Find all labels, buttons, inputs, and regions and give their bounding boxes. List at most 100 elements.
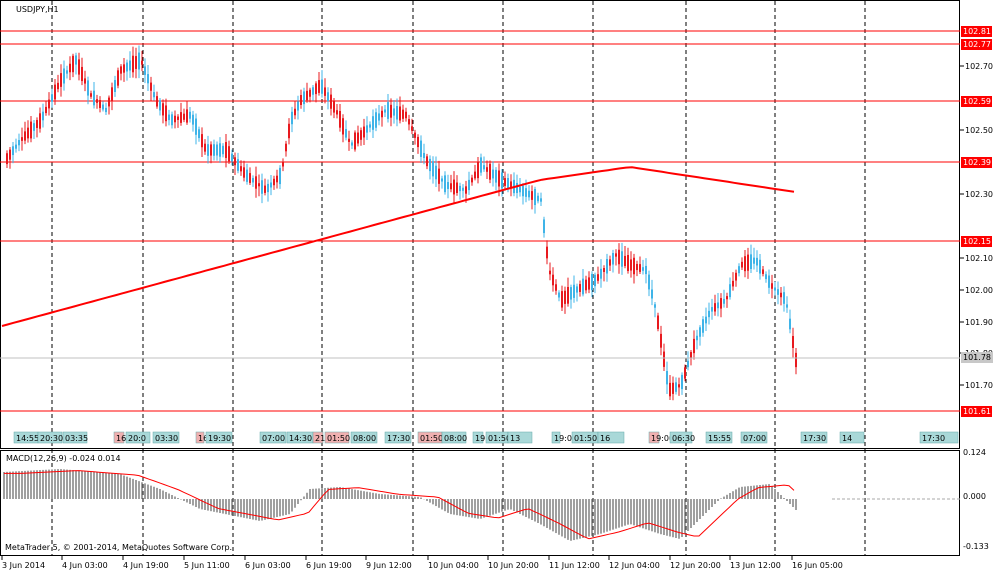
candle-body — [531, 191, 533, 200]
candle-body — [147, 74, 149, 84]
candle-body — [177, 116, 179, 120]
candle-body — [591, 273, 593, 291]
candle-body — [783, 292, 785, 304]
candle-body — [600, 268, 602, 279]
candle-body — [702, 319, 704, 333]
time-axis[interactable]: 3 Jun 2014 4 Jun 03:00 4 Jun 19:00 5 Jun 11… — [1, 556, 843, 570]
candle-body — [123, 64, 125, 73]
candle-body — [57, 82, 59, 90]
candle-body — [747, 254, 749, 271]
calendar-event[interactable]: 17:30 — [800, 431, 828, 444]
candle-body — [525, 188, 527, 197]
candle-body — [213, 144, 215, 156]
calendar-event[interactable]: 16 — [195, 431, 208, 444]
indicator-tick-label: 0.124 — [963, 448, 986, 457]
candle-body — [72, 55, 74, 73]
candle-body — [732, 280, 734, 287]
calendar-event[interactable]: 21 — [312, 431, 325, 444]
candle-body — [648, 274, 650, 290]
calendar-event[interactable]: 03:30 — [152, 431, 180, 444]
candle-body — [237, 159, 239, 171]
calendar-event[interactable]: 07:00 — [740, 431, 768, 444]
candle-body — [108, 97, 110, 107]
candle-body — [15, 144, 17, 149]
candle-body — [768, 275, 770, 288]
candle-body — [471, 177, 473, 183]
svg-text:16: 16 — [198, 434, 208, 443]
calendar-event[interactable]: 13 — [507, 431, 533, 444]
candle-body — [423, 152, 425, 159]
calendar-event[interactable]: 01:50 — [485, 431, 511, 444]
candle-body — [459, 185, 461, 192]
candle-body — [210, 144, 212, 156]
candle-body — [135, 56, 137, 69]
candle-body — [726, 296, 728, 300]
calendar-event[interactable]: 14:55 — [13, 431, 39, 444]
calendar-event[interactable]: 16 — [113, 431, 126, 444]
svg-text:19:00: 19:00 — [554, 434, 577, 443]
candle-body — [609, 259, 611, 266]
candle-body — [129, 60, 131, 71]
price-level-badge — [961, 26, 992, 37]
price-level-badge — [961, 96, 992, 107]
candle-body — [162, 103, 164, 116]
price-chart-area[interactable] — [0, 0, 960, 449]
time-label: 11 Jun 12:00 — [549, 561, 600, 570]
candle-body — [198, 129, 200, 139]
calendar-event[interactable]: 15:55 — [705, 431, 733, 444]
svg-text:15:55: 15:55 — [708, 434, 731, 443]
calendar-event[interactable]: 08:00 — [441, 431, 467, 444]
candle-body — [660, 333, 662, 348]
candle-body — [396, 106, 398, 120]
candle-body — [174, 115, 176, 123]
candle-body — [126, 62, 128, 72]
calendar-event[interactable]: 07:00 — [259, 431, 287, 444]
calendar-event[interactable]: 16 — [597, 431, 625, 444]
candle-body — [756, 257, 758, 266]
candle-body — [351, 142, 353, 146]
calendar-event[interactable]: 19:00 — [551, 431, 577, 444]
candle-body — [372, 116, 374, 130]
candle-body — [417, 136, 419, 148]
calendar-event[interactable]: 06:30 — [669, 431, 695, 444]
calendar-events-bar[interactable]: 14:55 20:30 03:35 16 20:0 03:30 16 19:30 07:00 14… — [13, 431, 959, 444]
candle-body — [462, 187, 464, 191]
svg-text:07:00: 07:00 — [743, 434, 766, 443]
candle-body — [48, 99, 50, 109]
calendar-event[interactable]: 19:00 — [648, 431, 674, 444]
candle-body — [120, 66, 122, 74]
calendar-event[interactable]: 01:50 — [417, 431, 443, 444]
candle-body — [219, 143, 221, 157]
calendar-event[interactable]: 08:00 — [350, 431, 378, 444]
candle-body — [63, 68, 65, 84]
svg-text:14:55: 14:55 — [16, 434, 39, 443]
calendar-event[interactable]: 14 — [839, 431, 865, 444]
candle-body — [603, 268, 605, 272]
price-level-badge — [961, 406, 992, 417]
price-axis[interactable]: 102.70 102.50 102.30 102.10 102.00 101.90 101.… — [960, 62, 993, 390]
candle-body — [141, 60, 143, 65]
calendar-event[interactable]: 19:30 — [205, 431, 233, 444]
candle-body — [489, 163, 491, 180]
price-tick-label: 102.70 — [965, 62, 993, 71]
calendar-event[interactable]: 03:35 — [62, 431, 88, 444]
calendar-event[interactable]: 17:30 — [919, 431, 959, 444]
candle-body — [777, 289, 779, 295]
calendar-event[interactable]: 20:30 — [37, 431, 63, 444]
calendar-event[interactable]: 20:0 — [125, 431, 151, 444]
candle-body — [231, 153, 233, 162]
svg-text:14: 14 — [842, 434, 852, 443]
candle-body — [516, 182, 518, 194]
calendar-event[interactable]: 17:30 — [384, 431, 412, 444]
candle-body — [216, 144, 218, 156]
candle-body — [339, 110, 341, 128]
calendar-event[interactable]: 14:30 — [286, 431, 314, 444]
candle-body — [360, 130, 362, 140]
calendar-event[interactable]: 01:50 — [571, 431, 599, 444]
candle-body — [183, 113, 185, 120]
calendar-event[interactable]: 01:50 — [324, 431, 350, 444]
candle-body — [645, 265, 647, 275]
candle-body — [111, 87, 113, 101]
indicator-chart-area[interactable] — [0, 450, 960, 556]
